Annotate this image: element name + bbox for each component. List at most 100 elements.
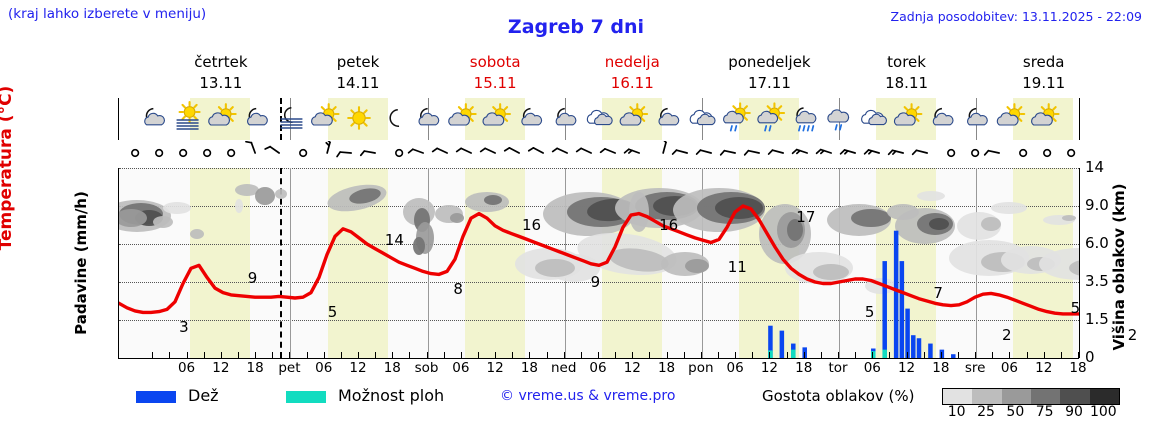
x-tick <box>1009 352 1011 359</box>
wind-barb-feather <box>575 147 583 153</box>
weather-icon-sun-cloud <box>619 103 649 126</box>
wind-barb-feather <box>844 150 849 155</box>
density-tick-2: 50 <box>1006 404 1025 420</box>
wind-barb-feather <box>796 149 801 155</box>
wind-barb-feather <box>628 149 633 154</box>
temperature-point-label-9: 17 <box>796 208 816 226</box>
cloudheight-tick-0: 14 <box>1085 158 1105 176</box>
sun-ray <box>732 105 737 110</box>
cloudheight-tick-5: 0 <box>1085 348 1095 366</box>
rain-drop <box>834 124 838 131</box>
wind-barb-feather <box>767 149 774 155</box>
x-axis-label-12: 06 <box>589 360 607 376</box>
wind-calm-circle <box>227 148 236 158</box>
cloud-blob <box>235 199 243 213</box>
x-axis-label-15: pon <box>688 360 714 376</box>
sun-ray <box>229 117 234 122</box>
sun-ray <box>332 117 337 122</box>
x-axis-label-5: 12 <box>349 360 367 376</box>
x-axis-label-11: ned <box>550 360 577 376</box>
wind-barb-feather <box>671 149 678 155</box>
weather-icon-sun-cloud <box>482 103 511 126</box>
cloud-blob <box>929 218 949 230</box>
wind-calm-circle <box>131 148 140 158</box>
cloud-icon <box>893 112 916 126</box>
wind-barb-shaft <box>723 149 736 154</box>
wind-barb-feather <box>815 148 822 155</box>
sun-ray <box>743 105 748 110</box>
cloud-blob <box>851 209 891 227</box>
weather-icon-moon-cloud <box>418 107 440 126</box>
weather-icon-sun-cloud <box>448 103 477 126</box>
x-tick <box>272 352 274 359</box>
temperature-point-label-2: 5 <box>327 303 338 322</box>
weather-icon-sun-fog <box>176 100 201 130</box>
x-tick <box>940 352 942 359</box>
x-axis-label-13: 12 <box>623 360 641 376</box>
cloud-blob <box>153 216 173 228</box>
temperature-axis-title: Temperatura (°C) <box>0 86 26 358</box>
wind-barb-shaft <box>795 148 808 154</box>
weather-icon-sun-cloud <box>893 103 923 126</box>
x-axis-label-25: 12 <box>1035 360 1053 376</box>
wind-barb-feather <box>983 149 990 156</box>
cloud-icon <box>555 112 577 126</box>
x-axis-label-24: 06 <box>1000 360 1019 376</box>
wind-barb-feather <box>695 149 702 155</box>
density-tick-1: 25 <box>977 404 995 420</box>
x-tick <box>786 352 788 359</box>
x-axis-label-6: 18 <box>383 360 401 376</box>
rain-drop <box>839 124 843 131</box>
x-tick <box>683 352 685 359</box>
x-tick <box>580 352 582 359</box>
x-tick <box>838 352 839 359</box>
cloud-blob <box>1069 260 1079 276</box>
credit-link[interactable]: © vreme.us & vreme.pro <box>500 388 676 404</box>
density-swatch-3 <box>1030 389 1061 404</box>
day-header-5: torek 18.11 <box>838 52 975 94</box>
wind-barb-feather <box>359 150 366 157</box>
x-axis-label-10: 18 <box>520 360 539 376</box>
density-tick-4: 90 <box>1065 404 1083 420</box>
x-tick <box>803 352 805 359</box>
rain-legend-label: Dež <box>188 386 219 405</box>
sun-ray <box>503 106 509 111</box>
moon-icon <box>389 109 400 127</box>
wind-barb-shaft <box>915 149 928 154</box>
wind-barb-feather <box>327 141 331 144</box>
cloud-icon <box>144 112 165 126</box>
wind-barb-shaft <box>843 149 856 154</box>
rain-drop <box>729 125 733 132</box>
x-tick <box>529 352 531 359</box>
sun-ray <box>503 117 509 122</box>
wind-barb-shaft <box>699 149 712 154</box>
x-tick <box>1026 352 1028 359</box>
temperature-point-label-11: 7 <box>933 284 943 302</box>
cloud-density-colorbar <box>942 388 1120 405</box>
x-tick <box>255 352 257 359</box>
cloud-icon <box>757 110 779 124</box>
temperature-point-label-3: 14 <box>384 230 404 249</box>
wind-barb-feather <box>623 148 630 154</box>
cloud-icon <box>448 112 470 126</box>
x-tick <box>666 352 668 359</box>
shower-bar <box>871 351 876 358</box>
current-time-line <box>279 168 282 358</box>
sun-ray <box>469 106 474 111</box>
weather-icon-moon-cloud <box>521 107 543 126</box>
cloud-blob <box>917 191 945 201</box>
cloud-icon <box>696 113 716 126</box>
wind-barb-shaft <box>484 147 496 154</box>
rain-drop <box>764 125 768 132</box>
x-tick <box>718 352 719 359</box>
x-tick <box>752 352 754 359</box>
x-tick <box>906 352 908 359</box>
location-menu-note[interactable]: (kraj lahko izberete v meniju) <box>8 6 207 22</box>
rain-bar <box>911 335 916 358</box>
weather-icon-cloud <box>689 109 716 126</box>
weather-icon-sun-cloud-rain <box>757 102 786 132</box>
sun-ray <box>457 106 463 111</box>
last-updated-text: Zadnja posodobitev: 13.11.2025 - 22:09 <box>890 9 1142 24</box>
temperature-point-label-5: 16 <box>522 215 542 234</box>
wind-barb-shaft <box>819 148 832 154</box>
